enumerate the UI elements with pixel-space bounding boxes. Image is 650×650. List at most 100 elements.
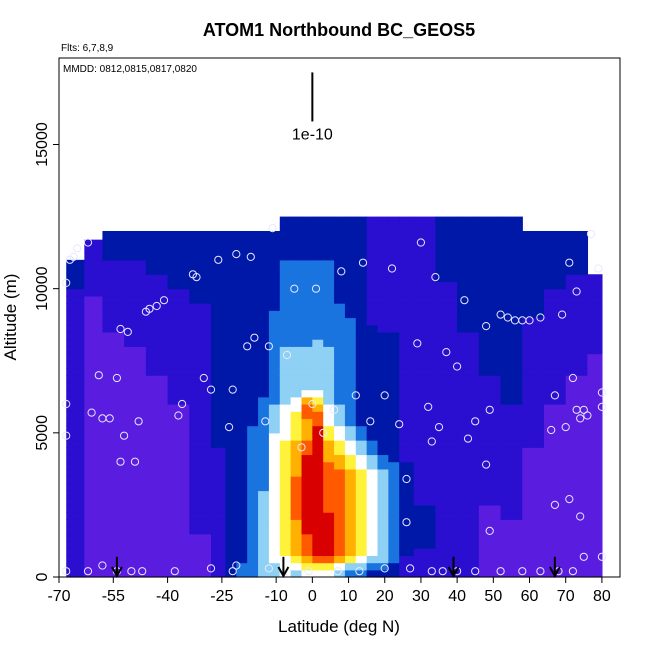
heatmap-cell	[522, 267, 545, 275]
heatmap-cell	[457, 512, 480, 520]
heatmap-cell	[334, 295, 346, 304]
heatmap-cell	[344, 454, 357, 463]
heatmap-cell	[66, 418, 85, 427]
heatmap-cell	[124, 447, 147, 456]
sample-point	[471, 567, 480, 576]
heatmap-cell	[268, 540, 281, 549]
heatmap-cell	[565, 404, 589, 412]
heatmap-cell	[355, 411, 368, 420]
heatmap-cell	[145, 274, 169, 283]
heatmap-cell	[247, 367, 259, 376]
heatmap-cell	[543, 396, 567, 405]
heatmap-cell	[279, 267, 292, 275]
heatmap-cell	[388, 331, 400, 340]
heatmap-cell	[344, 404, 357, 412]
heatmap-cell	[344, 259, 357, 268]
heatmap-cell	[236, 331, 248, 340]
heatmap-cell	[312, 267, 324, 275]
heatmap-cell	[565, 382, 589, 391]
heatmap-cell	[189, 569, 212, 578]
heatmap-cell	[167, 339, 190, 347]
heatmap-cell	[323, 497, 335, 506]
sample-point	[496, 310, 505, 319]
heatmap-cell	[543, 526, 567, 535]
heatmap-cell	[66, 497, 85, 506]
heatmap-cell	[312, 223, 324, 232]
heatmap-cell	[225, 512, 237, 520]
heatmap-cell	[388, 555, 400, 564]
heatmap-cell	[399, 245, 415, 254]
sample-point	[358, 258, 368, 267]
heatmap-cell	[543, 238, 567, 247]
heatmap-cell	[301, 274, 313, 283]
heatmap-cell	[344, 353, 357, 362]
heatmap-cell	[334, 238, 346, 247]
heatmap-cell	[145, 353, 169, 362]
heatmap-cell	[268, 288, 281, 297]
heatmap-cell	[225, 461, 237, 470]
heatmap-cell	[478, 331, 502, 340]
sample-point	[576, 414, 585, 423]
heatmap-cell	[268, 526, 281, 535]
heatmap-cell	[189, 540, 212, 549]
heatmap-cell	[413, 267, 437, 275]
heatmap-cell	[225, 432, 237, 441]
heatmap-cell	[84, 404, 104, 412]
heatmap-cell	[236, 274, 248, 283]
heatmap-cell	[279, 346, 292, 355]
sample-point	[568, 373, 578, 383]
heatmap-cell	[258, 540, 270, 549]
sample-point	[105, 414, 114, 423]
heatmap-cell	[247, 404, 259, 412]
heatmap-cell	[399, 295, 415, 304]
heatmap-cell	[500, 425, 523, 434]
heatmap-cell	[211, 396, 227, 405]
heatmap-cell	[323, 447, 335, 456]
heatmap-cell	[377, 440, 389, 448]
heatmap-cell	[312, 252, 324, 261]
sample-point	[463, 434, 473, 443]
sample-point	[442, 348, 451, 357]
heatmap-cell	[312, 461, 324, 470]
heatmap-cell	[388, 440, 400, 448]
heatmap-cell	[388, 303, 400, 311]
heatmap-cell	[189, 432, 212, 441]
heatmap-cell	[236, 540, 248, 549]
heatmap-cell	[366, 382, 379, 391]
heatmap-cell	[344, 288, 357, 297]
heatmap-cell	[102, 339, 125, 347]
sample-point	[319, 428, 328, 437]
heatmap-cell	[167, 331, 190, 340]
heatmap-cell	[124, 425, 147, 434]
heatmap-cell	[355, 288, 368, 297]
heatmap-cell	[478, 310, 502, 319]
heatmap-cell	[124, 519, 147, 528]
heatmap-cell	[211, 411, 227, 420]
heatmap-cell	[500, 454, 523, 463]
heatmap-cell	[189, 267, 212, 275]
heatmap-cell	[435, 476, 458, 484]
heatmap-cell	[565, 238, 589, 247]
heatmap-cell	[334, 569, 346, 578]
heatmap-cell	[124, 533, 147, 542]
heatmap-cell	[102, 483, 125, 492]
heatmap-cell	[189, 252, 212, 261]
heatmap-cell	[189, 317, 212, 326]
heatmap-cell	[301, 540, 313, 549]
heatmap-cell	[377, 483, 389, 492]
heatmap-cell	[543, 367, 567, 376]
sample-point	[558, 310, 567, 319]
heatmap-cell	[312, 504, 324, 513]
heatmap-cell	[587, 555, 603, 564]
heatmap-cell	[366, 252, 379, 261]
heatmap-cell	[247, 396, 259, 405]
heatmap-cell	[344, 367, 357, 376]
heatmap-cell	[587, 454, 603, 463]
heatmap-cell	[500, 411, 523, 420]
heatmap-cell	[323, 346, 335, 355]
heatmap-cell	[145, 533, 169, 542]
heatmap-cell	[124, 555, 147, 564]
heatmap-cell	[124, 375, 147, 383]
heatmap-cell	[500, 288, 523, 297]
sample-point	[550, 391, 560, 400]
